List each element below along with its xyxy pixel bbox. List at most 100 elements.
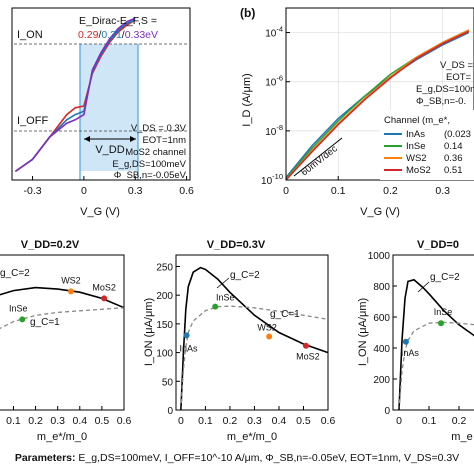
legend-b-label-MoS2: MoS2 — [406, 165, 431, 176]
panel-b-tag: (b) — [240, 6, 255, 20]
legend-value-0: 0.29 — [78, 29, 99, 41]
annotation-phi: Φ_SB,n=-0.05eV — [114, 170, 187, 181]
point-MoS2 — [101, 295, 108, 302]
annotation-b-phi: Φ_SB,n=-0. — [416, 96, 466, 107]
panel-d-gc1-label: g_C=1 — [270, 309, 300, 320]
panel-b-series-InAs — [285, 31, 470, 178]
panel-e: V_DD=0 0 200 400 600 800 1000 0 0.1 0.2 m_e I_O… — [357, 239, 474, 443]
legend-value-1: 0.31 — [101, 29, 122, 41]
panel-c-x-tick-label: 0.6 — [117, 415, 132, 427]
legend-b-label-InSe: InSe — [406, 141, 426, 152]
panel-e-y-tick-label: 800 — [373, 282, 390, 293]
annotation-b-eot: EOT= — [446, 72, 472, 83]
point-label-InSe: InSe — [434, 307, 453, 317]
point-InSe — [19, 316, 26, 323]
panel-c-gc1-label: g_C=1 — [30, 317, 60, 328]
panel-d-y-tick-label: 200 — [156, 291, 173, 302]
vdd-arrowheads — [84, 136, 136, 142]
panel-e-gc2-label: g_C=2 — [430, 272, 460, 283]
panel-a-curves — [14, 17, 136, 173]
panel-e-title: V_DD=0 — [417, 239, 459, 251]
panel-e-y-tick-label: 400 — [373, 344, 390, 355]
panel-d-y-tick-label: 50 — [162, 377, 174, 388]
panel-c-x-ticks: 0.1 0.2 0.3 0.4 0.5 0.6 — [6, 406, 131, 427]
panel-a-x-tick-label: -0.3 — [23, 185, 41, 197]
legend-b-value-InAs: (0.023 — [444, 129, 471, 140]
panel-b-series-WS2 — [285, 29, 470, 181]
legend-a-title: E_Dirac-E_F,S = — [79, 15, 157, 27]
panel-c-series-1 — [0, 307, 125, 330]
annotation-vds: V_DS = 0.3V — [131, 123, 187, 134]
panel-d-gc2-label: g_C=2 — [230, 270, 260, 281]
panel-e-gc2-pointer — [417, 281, 430, 293]
panel-b-x-label: V_G (V) — [360, 206, 400, 218]
point-WS2 — [266, 333, 273, 340]
point-label-MoS2: MoS2 — [296, 352, 320, 362]
panel-a: -0.3 0 0.3 0.6 V_G (V) I_ON I_OFF E_Dirac-E… — [11, 7, 194, 218]
panel-c-x-tick-label: 0.1 — [6, 415, 21, 427]
panel-a-x-tick-label: 0 — [81, 185, 87, 197]
panel-e-series-1 — [398, 321, 474, 411]
panel-d-x-tick-label: 0.4 — [272, 415, 287, 427]
point-label-InAs: InAs — [401, 348, 420, 358]
caption-text: E_g,DS=100meV, I_OFF=10^-10 A/μm, Φ_SB,n… — [75, 452, 460, 464]
point-MoS2 — [302, 342, 309, 349]
panel-b-y-tick-label: 10-6 — [265, 74, 283, 89]
panel-d-y-tick-label: 150 — [156, 320, 173, 331]
point-label-InSe: InSe — [9, 303, 28, 313]
figure-caption: Parameters: E_g,DS=100meV, I_OFF=10^-10 … — [0, 452, 474, 464]
panel-b-y-label: I_D (A/μm) — [241, 73, 253, 126]
panel-c: V_DD=0.2V 0.1 0.2 0.3 0.4 0.5 0.6 m_e*/m_0 g_… — [0, 239, 131, 443]
panel-d-y-tick-label: 0 — [167, 406, 173, 417]
panel-e-frame — [392, 254, 474, 411]
point-InSe — [212, 303, 219, 310]
panel-b-y-tick-label: 10-4 — [265, 25, 283, 40]
legend-b-value-MoS2: 0.51 — [444, 165, 463, 176]
panel-d-x-tick-label: 0.3 — [247, 415, 262, 427]
point-label-WS2: WS2 — [61, 275, 81, 285]
annotation-channel: MoS2 channel — [125, 147, 186, 158]
panel-d-frame — [175, 254, 329, 411]
panel-a-x-label: V_G (V) — [80, 206, 120, 218]
panel-d-x-tick-label: 0.1 — [198, 415, 213, 427]
panel-e-y-tick-label: 1000 — [368, 251, 391, 262]
panel-d-x-tick-label: 0.5 — [296, 415, 311, 427]
panel-a-frame — [11, 7, 191, 181]
panel-d-y-label: I_ON (μA/μm) — [143, 298, 155, 366]
slope-label: 60mV/dec — [299, 143, 340, 178]
panel-b-y-ticks: 10-10 10-8 10-6 10-4 — [261, 25, 290, 187]
panel-c-gc2-label: g_C=2 — [0, 268, 30, 279]
panel-c-x-tick-label: 0.2 — [28, 415, 43, 427]
panel-d-x-tick-label: 0 — [178, 415, 184, 427]
panel-a-x-tick-label: 0.6 — [179, 185, 194, 197]
panel-b-y-tick-label: 10-10 — [261, 172, 283, 187]
panel-c-frame — [0, 254, 125, 411]
panel-b: (b) 10-10 10-8 10-6 10-4 0 0.1 0.2 0.3 V_G (V)… — [240, 6, 474, 218]
panel-b-curves — [285, 29, 470, 181]
panel-d-series-1 — [180, 305, 329, 411]
point-label-InSe: InSe — [216, 293, 235, 303]
panel-e-y-tick-label: 600 — [373, 313, 390, 324]
panel-e-curves — [398, 278, 474, 411]
vdd-window — [80, 44, 138, 171]
panel-b-x-tick-label: 0.3 — [435, 185, 450, 197]
panel-d-x-label: m_e*/m_0 — [227, 431, 277, 443]
legend-b-title: Channel (m_e*, — [384, 115, 450, 126]
point-label-InAs: InAs — [180, 343, 199, 353]
annotation-b-vds: V_DS = 0 — [440, 60, 474, 71]
panel-c-x-tick-label: 0.5 — [95, 415, 110, 427]
annotation-eg: E_g,DS=100meV — [112, 159, 186, 170]
panel-c-title: V_DD=0.2V — [21, 239, 80, 251]
panel-b-series-MoS2 — [285, 30, 470, 181]
point-InAs — [183, 332, 190, 339]
vdd-label: V_DD — [95, 144, 124, 156]
panel-e-points: InAs InSe — [401, 307, 452, 358]
annotation-eot: EOT=1nm — [142, 135, 186, 146]
panel-b-x-tick-label: 0.1 — [331, 185, 346, 197]
panel-d-y-ticks: 0 50 100 150 200 250 — [156, 262, 180, 417]
panel-a-x-tick-label: 0.3 — [128, 185, 143, 197]
point-label-WS2: WS2 — [257, 323, 277, 333]
panel-b-x-tick-label: 0.2 — [383, 185, 398, 197]
